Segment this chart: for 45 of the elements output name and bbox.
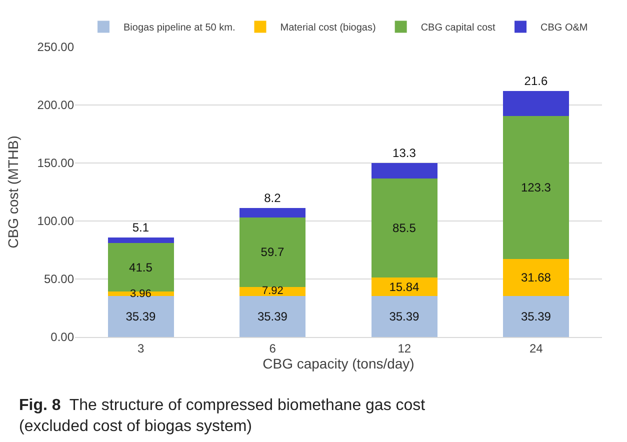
bar	[240, 218, 306, 287]
bar	[371, 278, 438, 296]
x-tick-label: 12	[398, 341, 412, 356]
x-tick-label: 3	[138, 341, 145, 356]
legend-label: Material cost (biogas)	[280, 22, 376, 34]
data-label: 35.39	[520, 309, 552, 324]
data-label: 15.84	[389, 280, 420, 294]
y-tick-label: 150.00	[37, 156, 74, 170]
bar	[503, 259, 570, 296]
data-label: 8.2	[264, 191, 282, 205]
y-tick-label: 200.00	[37, 98, 74, 112]
y-axis-title: CBG cost (MTHB)	[4, 136, 21, 248]
y-tick-label: 50.00	[44, 272, 74, 286]
legend-label: CBG capital cost	[420, 22, 496, 34]
bar	[503, 91, 570, 116]
bar	[371, 296, 438, 337]
data-label: 31.68	[520, 270, 552, 285]
y-tick-label: 100.00	[37, 214, 74, 228]
data-label: 7.92	[262, 285, 284, 297]
bar	[240, 208, 306, 218]
data-label: 41.5	[129, 260, 153, 274]
legend-label: CBG O&M	[540, 22, 588, 34]
data-label: 59.7	[260, 245, 284, 260]
bar	[240, 296, 306, 337]
bar	[371, 178, 438, 278]
x-tick-label: 24	[529, 341, 544, 356]
bar	[503, 116, 570, 260]
x-tick-label: 6	[269, 341, 276, 356]
data-label: 13.3	[392, 146, 416, 160]
data-label: 5.1	[132, 220, 150, 234]
bar	[108, 237, 174, 244]
data-label: 35.39	[389, 309, 420, 324]
data-label: 123.3	[520, 180, 552, 195]
legend-label: Biogas pipeline at 50 km.	[124, 22, 236, 34]
bar	[371, 162, 438, 178]
data-label: 35.39	[257, 309, 288, 324]
data-label: 85.5	[392, 220, 416, 235]
caption: Fig. 8 The structure of compressed biomethane gas cost (excluded cost of biogas system)	[19, 397, 426, 435]
bar	[108, 296, 174, 337]
data-label: 21.6	[524, 74, 548, 88]
y-tick-label: 0.00	[50, 330, 74, 344]
y-tick-label: 250.00	[37, 40, 74, 54]
x-axis-title: CBG capacity (tons/day)	[262, 356, 414, 372]
bar	[503, 296, 570, 337]
data-label: 35.39	[126, 309, 156, 324]
